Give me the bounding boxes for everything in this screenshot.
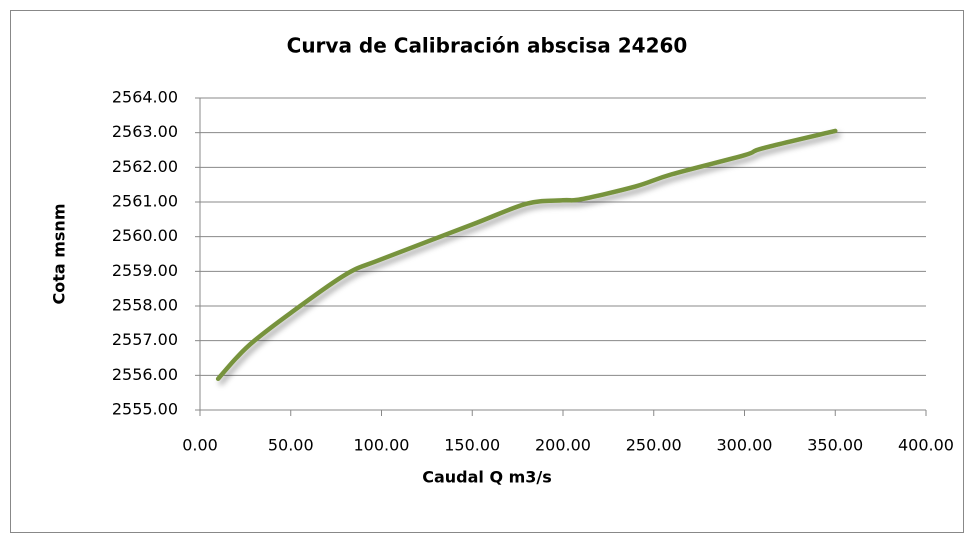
y-tick-label: 2557.00 [112, 330, 178, 349]
chart-title: Curva de Calibración abscisa 24260 [287, 34, 688, 58]
x-tick-label: 150.00 [444, 436, 500, 455]
x-tick-label: 300.00 [717, 436, 773, 455]
x-axis-label: Caudal Q m3/s [422, 468, 552, 487]
y-tick-label: 2561.00 [112, 192, 178, 211]
x-tick-label: 0.00 [182, 436, 218, 455]
y-axis-label: Cota msnm [50, 203, 69, 304]
y-tick-label: 2556.00 [112, 365, 178, 384]
y-tick-label: 2560.00 [112, 226, 178, 245]
y-tick-label: 2558.00 [112, 296, 178, 315]
y-tick-label: 2562.00 [112, 157, 178, 176]
x-tick-label: 200.00 [535, 436, 591, 455]
y-tick-label: 2563.00 [112, 122, 178, 141]
x-tick-label: 400.00 [898, 436, 954, 455]
data-line [215, 128, 838, 382]
y-tick-label: 2559.00 [112, 261, 178, 280]
x-tick-label: 250.00 [626, 436, 682, 455]
x-tick-label: 50.00 [268, 436, 314, 455]
x-tick-label: 100.00 [354, 436, 410, 455]
y-tick-label: 2564.00 [112, 88, 178, 107]
y-tick-label: 2555.00 [112, 400, 178, 419]
x-tick-label: 350.00 [807, 436, 863, 455]
